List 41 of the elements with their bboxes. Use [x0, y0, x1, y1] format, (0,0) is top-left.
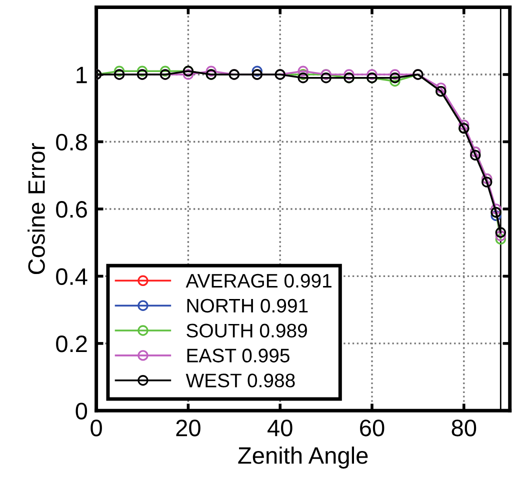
- point: [490, 204, 502, 214]
- point: [252, 66, 262, 77]
- point: [136, 66, 148, 77]
- legend-label: WEST 0.988: [186, 374, 295, 388]
- x-tick-label: 40: [268, 420, 292, 436]
- y-tick-label: 0: [76, 402, 88, 420]
- x-tick-label: 60: [360, 420, 384, 436]
- point: [298, 72, 308, 84]
- legend-label: NORTH 0.991: [187, 298, 308, 313]
- y-tick-label: 0.6: [56, 201, 87, 218]
- point: [206, 66, 217, 77]
- x-tick-label: 80: [452, 420, 476, 436]
- point: [490, 210, 502, 222]
- point: [470, 150, 481, 161]
- point: [182, 69, 194, 80]
- legend-label: EAST 0.995: [187, 348, 290, 362]
- y-tick-label: 0.4: [56, 268, 88, 285]
- point: [390, 69, 400, 80]
- point: [390, 76, 400, 87]
- point: [495, 234, 506, 245]
- legend-label: AVERAGE 0.991: [186, 274, 332, 288]
- point: [114, 66, 125, 77]
- point: [366, 69, 378, 80]
- y-tick-label: 0.8: [56, 134, 87, 151]
- point: [495, 227, 506, 238]
- point: [436, 82, 446, 94]
- point: [495, 230, 506, 242]
- legend-label: SOUTH 0.989: [186, 324, 307, 338]
- y-tick-label: 1: [76, 66, 87, 84]
- point: [482, 176, 492, 188]
- y-tick-label: 0.2: [56, 336, 87, 352]
- point: [320, 72, 332, 84]
- point: [298, 66, 308, 77]
- y-axis-title: Cosine Error: [28, 143, 45, 274]
- point: [390, 72, 400, 84]
- x-axis-title: Zenith Angle: [238, 446, 368, 469]
- point: [344, 69, 354, 80]
- x-tick-label: 0: [90, 420, 102, 436]
- point: [458, 120, 470, 130]
- x-tick-label: 20: [176, 420, 200, 436]
- point: [160, 66, 171, 77]
